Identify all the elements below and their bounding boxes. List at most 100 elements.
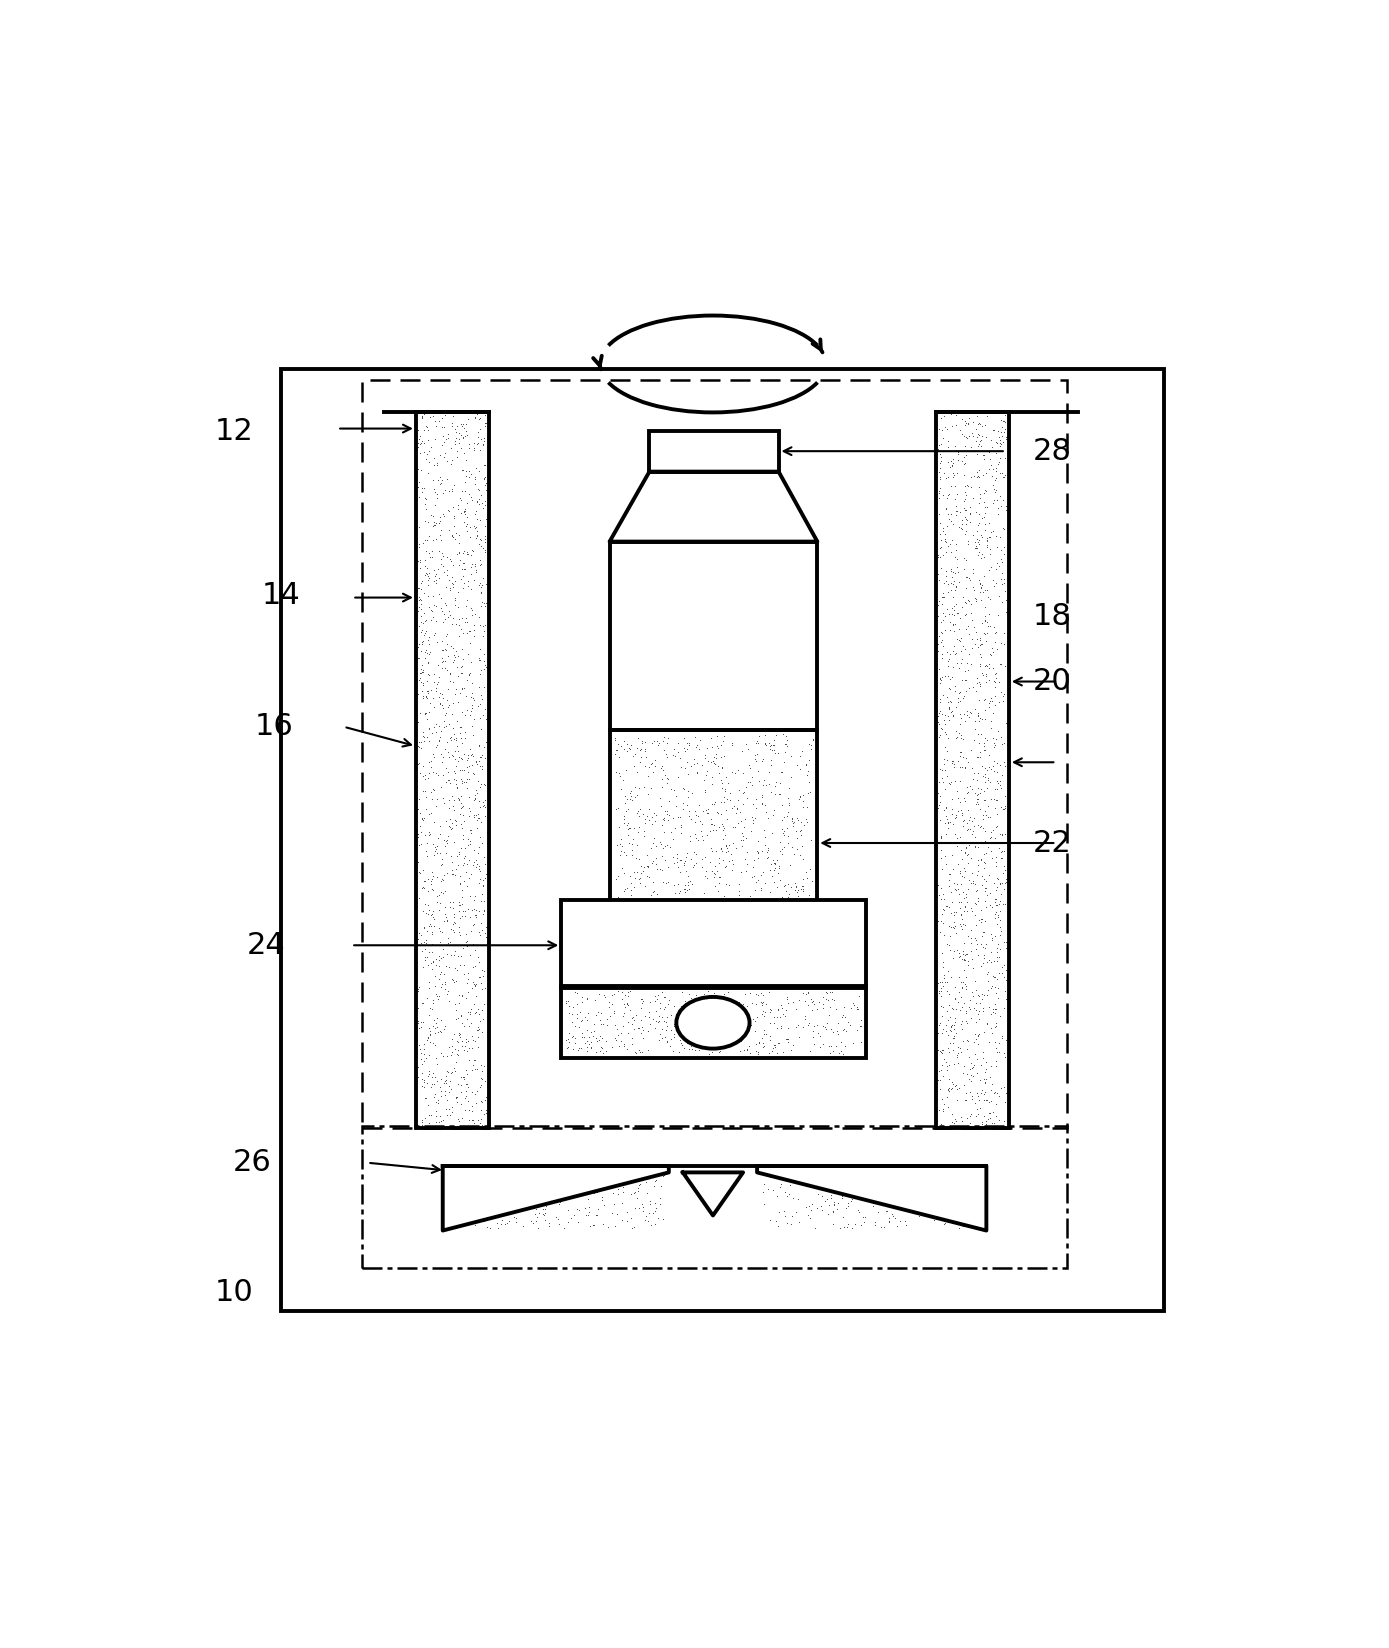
Point xyxy=(953,1053,975,1079)
Point xyxy=(628,845,650,872)
Point xyxy=(928,793,950,819)
Point xyxy=(718,885,740,911)
Point xyxy=(751,789,774,816)
Point xyxy=(564,1167,586,1193)
Point xyxy=(471,742,493,768)
Point xyxy=(415,682,438,709)
Point xyxy=(624,1162,646,1188)
Point xyxy=(929,885,951,911)
Point xyxy=(568,1196,590,1223)
Point xyxy=(953,943,975,969)
Point xyxy=(989,906,1011,933)
Point xyxy=(990,959,1013,986)
Point xyxy=(436,425,458,452)
Point xyxy=(638,1004,660,1030)
Point xyxy=(446,773,468,799)
Point xyxy=(835,1033,857,1060)
Point xyxy=(985,892,1007,918)
Point xyxy=(771,883,793,910)
Point xyxy=(904,1193,926,1220)
Point xyxy=(465,521,488,547)
Point xyxy=(414,644,436,671)
Point xyxy=(957,587,979,613)
Point xyxy=(986,801,1008,827)
Point xyxy=(451,890,474,916)
Point xyxy=(978,651,1000,677)
Point xyxy=(965,783,988,809)
Point xyxy=(594,984,617,1010)
Point xyxy=(469,527,492,554)
Point xyxy=(456,422,478,448)
Point xyxy=(938,1173,960,1200)
Point xyxy=(417,509,439,536)
Point xyxy=(711,728,733,755)
Point xyxy=(624,773,646,799)
Point xyxy=(607,1015,629,1042)
Point xyxy=(928,485,950,511)
Point xyxy=(425,719,447,745)
Point xyxy=(426,763,449,789)
Point xyxy=(801,997,824,1023)
Point xyxy=(422,1071,444,1098)
Point xyxy=(950,738,972,765)
Point xyxy=(971,661,993,687)
Point xyxy=(993,875,1015,901)
Point xyxy=(781,834,803,860)
Point xyxy=(983,674,1006,700)
Point xyxy=(946,498,968,524)
Point xyxy=(910,1195,932,1221)
Point xyxy=(410,656,432,682)
Point xyxy=(831,1185,853,1211)
Point xyxy=(938,653,960,679)
Point xyxy=(968,669,990,695)
Point xyxy=(407,633,429,659)
Point xyxy=(429,1007,451,1033)
Point xyxy=(649,1020,671,1046)
Point xyxy=(936,931,958,957)
Point xyxy=(936,1053,958,1079)
Point xyxy=(590,1183,613,1210)
Point xyxy=(456,541,478,567)
Point xyxy=(932,897,954,923)
Point xyxy=(775,878,797,905)
Point xyxy=(436,929,458,956)
Point xyxy=(956,941,978,967)
Point xyxy=(942,1101,964,1127)
Point xyxy=(425,951,447,977)
Point xyxy=(996,597,1018,623)
Point xyxy=(449,870,471,897)
Point xyxy=(808,989,831,1015)
Point xyxy=(425,526,447,552)
Point xyxy=(964,925,986,951)
Point xyxy=(979,1106,1001,1132)
Point xyxy=(628,803,650,829)
Point xyxy=(472,964,494,990)
Point xyxy=(507,1187,529,1213)
Point xyxy=(450,836,472,862)
Point xyxy=(610,826,632,852)
Point xyxy=(669,745,692,771)
Point xyxy=(963,674,985,700)
Point xyxy=(468,458,490,485)
Point xyxy=(992,859,1014,885)
Point xyxy=(432,865,454,892)
Point xyxy=(985,1091,1007,1117)
Point xyxy=(654,994,676,1020)
Point xyxy=(989,651,1011,677)
Point xyxy=(929,544,951,570)
Point xyxy=(935,803,957,829)
Point xyxy=(758,1206,781,1233)
Point xyxy=(738,751,760,778)
Point xyxy=(408,700,431,727)
Point xyxy=(974,788,996,814)
Point xyxy=(989,834,1011,860)
Point xyxy=(408,667,431,694)
Point xyxy=(976,608,999,634)
Point xyxy=(676,872,699,898)
Point xyxy=(992,954,1014,981)
Point xyxy=(942,1025,964,1051)
Point xyxy=(929,908,951,934)
Point xyxy=(447,915,469,941)
Point xyxy=(619,877,642,903)
Point xyxy=(578,1023,600,1050)
